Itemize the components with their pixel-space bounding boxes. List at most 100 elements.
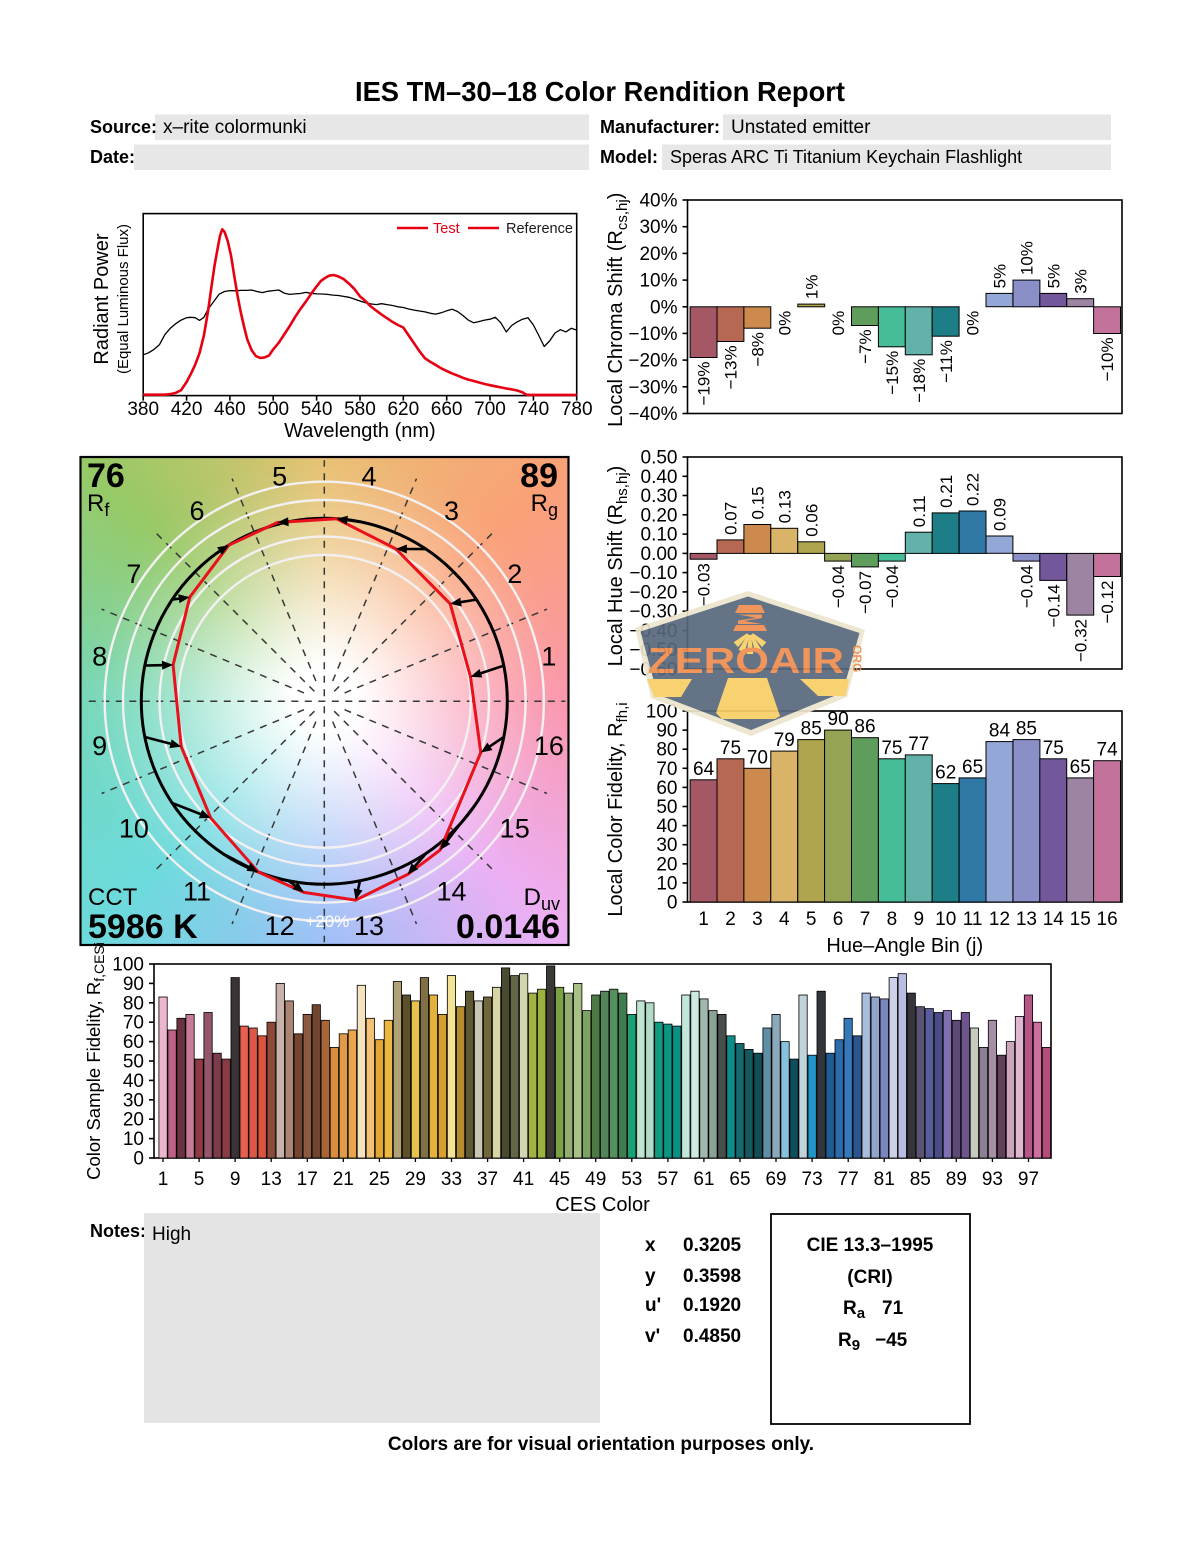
- svg-text:10: 10: [935, 909, 956, 930]
- svg-text:Unstated emitter: Unstated emitter: [731, 117, 871, 138]
- svg-text:0.40: 0.40: [641, 467, 678, 488]
- svg-text:−0.30: −0.30: [629, 602, 677, 623]
- svg-text:500: 500: [257, 399, 289, 420]
- svg-text:53: 53: [621, 1169, 642, 1190]
- svg-text:420: 420: [171, 399, 203, 420]
- svg-text:−13%: −13%: [722, 345, 741, 389]
- svg-text:86: 86: [854, 717, 875, 738]
- svg-text:−0.10: −0.10: [629, 563, 677, 584]
- svg-text:11: 11: [963, 909, 983, 930]
- svg-text:40: 40: [656, 816, 677, 837]
- svg-text:Test: Test: [433, 221, 460, 237]
- svg-text:0.0146: 0.0146: [456, 908, 560, 946]
- svg-text:89: 89: [946, 1169, 967, 1190]
- svg-text:0.07: 0.07: [722, 502, 741, 535]
- svg-text:−15%: −15%: [883, 351, 902, 395]
- svg-text:u': u': [645, 1295, 661, 1316]
- svg-text:45: 45: [549, 1169, 570, 1190]
- svg-text:−0.04: −0.04: [829, 565, 848, 608]
- svg-text:0.22: 0.22: [964, 473, 983, 506]
- svg-text:5: 5: [272, 462, 287, 492]
- svg-text:75: 75: [720, 738, 741, 759]
- svg-text:2: 2: [507, 559, 522, 589]
- svg-text:−0.04: −0.04: [883, 565, 902, 608]
- svg-text:40%: 40%: [639, 191, 677, 212]
- svg-text:1: 1: [698, 909, 709, 930]
- svg-text:37: 37: [477, 1169, 498, 1190]
- svg-text:−10%: −10%: [628, 324, 677, 345]
- svg-text:90: 90: [123, 974, 144, 995]
- svg-text:0.3205: 0.3205: [683, 1235, 742, 1256]
- svg-text:8: 8: [887, 909, 898, 930]
- svg-text:13: 13: [261, 1169, 282, 1190]
- svg-text:0%: 0%: [650, 297, 678, 318]
- svg-text:0%: 0%: [775, 311, 794, 336]
- svg-text:6: 6: [833, 909, 844, 930]
- svg-text:0: 0: [133, 1149, 144, 1170]
- svg-text:Reference: Reference: [506, 221, 573, 237]
- svg-text:0.10: 0.10: [641, 525, 678, 546]
- svg-text:69: 69: [765, 1169, 786, 1190]
- svg-text:6: 6: [190, 496, 205, 526]
- svg-text:33: 33: [441, 1169, 462, 1190]
- svg-text:−20%: −20%: [628, 351, 677, 372]
- svg-text:10: 10: [123, 1129, 144, 1150]
- svg-text:(CRI): (CRI): [847, 1267, 892, 1288]
- svg-text:0.11: 0.11: [910, 495, 929, 527]
- svg-text:79: 79: [774, 730, 795, 751]
- svg-text:5986 K: 5986 K: [88, 908, 198, 946]
- svg-text:5: 5: [194, 1169, 205, 1190]
- svg-text:84: 84: [989, 721, 1011, 742]
- svg-text:65: 65: [962, 757, 983, 778]
- svg-text:13: 13: [354, 911, 384, 941]
- svg-text:660: 660: [431, 399, 463, 420]
- svg-text:−7%: −7%: [856, 329, 875, 364]
- svg-text:380: 380: [127, 399, 159, 420]
- svg-text:CES Color: CES Color: [555, 1194, 650, 1216]
- svg-text:0.15: 0.15: [749, 486, 768, 519]
- svg-text:−0.07: −0.07: [856, 571, 875, 614]
- svg-text:0.13: 0.13: [775, 490, 794, 523]
- svg-text:−19%: −19%: [695, 362, 714, 406]
- svg-text:60: 60: [656, 778, 677, 799]
- svg-text:70: 70: [123, 1013, 144, 1034]
- svg-text:40: 40: [123, 1071, 144, 1092]
- svg-text:0.4850: 0.4850: [683, 1326, 741, 1347]
- svg-text:50: 50: [656, 797, 677, 818]
- svg-text:15: 15: [500, 814, 530, 844]
- svg-text:Radiant Power: Radiant Power: [91, 233, 113, 365]
- svg-text:9: 9: [914, 909, 925, 930]
- svg-text:9: 9: [92, 731, 107, 761]
- svg-text:0.00: 0.00: [641, 544, 678, 565]
- svg-text:1%: 1%: [802, 275, 821, 300]
- svg-text:5%: 5%: [991, 264, 1010, 289]
- svg-text:Local Chroma Shift (Rcs,hj): Local Chroma Shift (Rcs,hj): [605, 193, 631, 427]
- svg-text:−0.20: −0.20: [629, 582, 677, 603]
- svg-text:0.09: 0.09: [991, 498, 1010, 531]
- svg-text:16: 16: [1097, 909, 1118, 930]
- svg-text:0.50: 0.50: [641, 448, 678, 469]
- svg-text:1: 1: [541, 642, 556, 672]
- svg-text:−0.14: −0.14: [1044, 584, 1063, 627]
- svg-text:7: 7: [860, 909, 871, 930]
- svg-text:5%: 5%: [1044, 264, 1063, 289]
- svg-text:25: 25: [369, 1169, 390, 1190]
- svg-text:65: 65: [1070, 757, 1091, 778]
- svg-text:65: 65: [729, 1169, 750, 1190]
- svg-text:16: 16: [534, 731, 564, 761]
- svg-text:49: 49: [585, 1169, 606, 1190]
- svg-text:12: 12: [265, 911, 295, 941]
- svg-text:y: y: [645, 1266, 656, 1287]
- svg-text:x: x: [645, 1235, 656, 1256]
- svg-text:x–rite colormunki: x–rite colormunki: [163, 117, 307, 138]
- svg-text:14: 14: [1043, 909, 1065, 930]
- svg-text:70: 70: [656, 759, 677, 780]
- svg-text:7: 7: [126, 559, 141, 589]
- svg-text:−8%: −8%: [749, 332, 768, 367]
- svg-text:21: 21: [333, 1169, 354, 1190]
- svg-text:60: 60: [123, 1032, 144, 1053]
- svg-text:1: 1: [158, 1169, 169, 1190]
- svg-text:76: 76: [87, 457, 125, 495]
- svg-text:0.30: 0.30: [641, 486, 678, 507]
- svg-text:Color Sample Fidelity, Rf,CESi: Color Sample Fidelity, Rf,CESi: [83, 942, 107, 1180]
